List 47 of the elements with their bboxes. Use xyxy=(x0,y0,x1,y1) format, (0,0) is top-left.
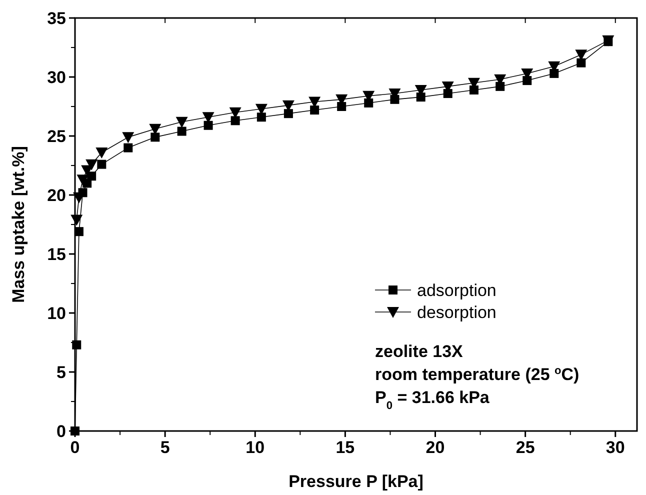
point xyxy=(150,132,160,142)
point xyxy=(310,106,320,115)
point xyxy=(230,116,240,126)
point xyxy=(390,94,400,104)
x-tick-label: 0 xyxy=(70,438,80,457)
x-tick-label: 25 xyxy=(516,438,535,457)
point xyxy=(284,109,293,118)
point xyxy=(576,58,586,68)
y-tick-label: 20 xyxy=(47,186,66,205)
x-axis-title: Pressure P [kPa] xyxy=(288,472,424,491)
x-tick-label: 20 xyxy=(426,438,445,457)
y-tick-label: 30 xyxy=(47,68,66,87)
annotation: zeolite 13X xyxy=(375,342,464,361)
y-tick-label: 15 xyxy=(47,245,66,264)
point xyxy=(416,92,426,102)
y-tick-label: 0 xyxy=(56,422,66,441)
annotation: room temperature (25 $^{o}$C) xyxy=(375,365,580,384)
point xyxy=(550,68,559,78)
annotation: P$_{0}$ = 31.66 kPa xyxy=(375,388,490,412)
point xyxy=(204,120,213,130)
y-tick-label: 5 xyxy=(56,363,66,382)
point xyxy=(469,85,478,94)
point xyxy=(522,76,532,86)
y-tick-label: 35 xyxy=(47,9,66,28)
point xyxy=(96,148,108,159)
x-tick-label: 10 xyxy=(246,438,265,457)
point xyxy=(364,98,374,108)
point xyxy=(124,143,133,152)
point xyxy=(176,116,188,128)
legend-label: adsorption xyxy=(417,281,496,300)
point xyxy=(87,172,96,181)
x-tick-label: 30 xyxy=(606,438,625,457)
y-tick-label: 10 xyxy=(47,304,66,323)
point xyxy=(122,132,134,144)
point xyxy=(78,188,88,198)
y-tick-label: 25 xyxy=(47,127,66,146)
point xyxy=(256,112,266,122)
point xyxy=(443,89,452,98)
point xyxy=(97,160,106,169)
x-tick-label: 5 xyxy=(160,438,170,457)
y-axis-title: Mass uptake [wt.%] xyxy=(9,146,28,303)
x-tick-label: 15 xyxy=(336,438,355,457)
point xyxy=(496,82,505,91)
point xyxy=(86,159,98,170)
point xyxy=(177,126,186,136)
legend-label: desorption xyxy=(417,303,496,322)
point xyxy=(337,102,346,111)
